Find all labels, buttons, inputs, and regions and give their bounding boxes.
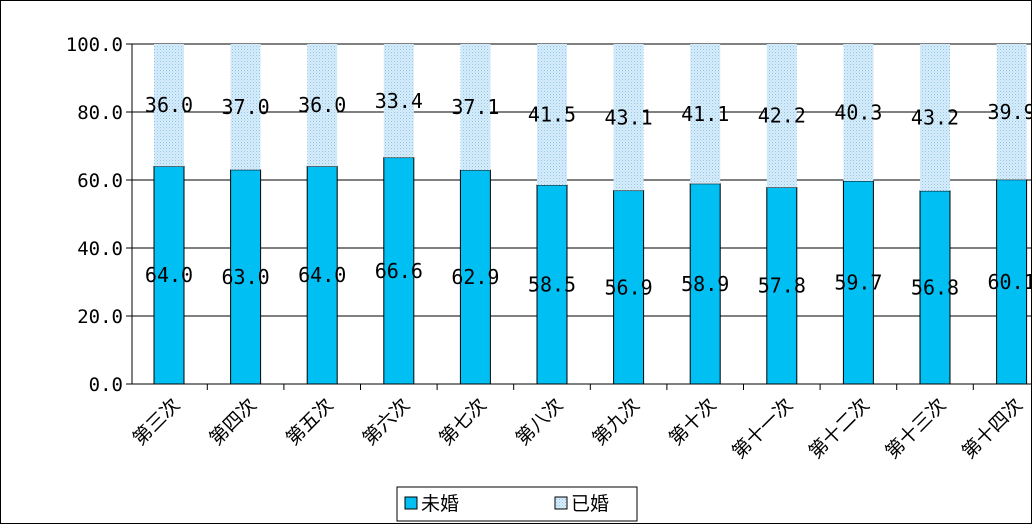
- data-label-unmarried: 59.7: [834, 271, 882, 295]
- category-label: 第八次: [512, 394, 568, 450]
- data-label-married: 42.2: [758, 104, 806, 128]
- bar-unmarried: [996, 179, 1028, 385]
- data-label-unmarried: 62.9: [451, 265, 499, 289]
- bar-married: [843, 44, 874, 182]
- data-label-unmarried: 63.0: [222, 265, 270, 289]
- bar-married: [307, 44, 338, 167]
- data-labels: 64.0 36.0 63.0 37.0 64.0 36.0 66.6 33.4 62.9 37.1…: [145, 89, 1032, 300]
- data-label-unmarried: 60.1: [988, 270, 1032, 294]
- category-label: 第五次: [282, 394, 338, 450]
- category-label: 第十一次: [728, 394, 797, 463]
- bar-married: [383, 44, 414, 158]
- y-tick-label: 80.0: [77, 102, 123, 124]
- bar-unmarried: [153, 165, 185, 385]
- data-label-unmarried: 64.0: [298, 263, 346, 287]
- gridlines: [132, 43, 1031, 317]
- bar-married: [230, 44, 261, 170]
- data-label-unmarried: 56.9: [605, 275, 653, 299]
- bar-unmarried: [383, 157, 415, 385]
- data-label-unmarried: 58.5: [528, 273, 576, 297]
- legend-label-unmarried: 未婚: [421, 493, 459, 515]
- bar-married: [154, 44, 184, 167]
- bar-unmarried: [842, 180, 874, 385]
- data-label-unmarried: 56.8: [911, 275, 959, 299]
- category-label: 第七次: [435, 394, 491, 450]
- category-label: 第十四次: [958, 394, 1027, 463]
- legend-swatch-unmarried: [404, 496, 418, 510]
- data-label-married: 40.3: [834, 101, 882, 125]
- bar-unmarried: [459, 169, 491, 385]
- category-label: 第十二次: [805, 394, 874, 463]
- data-label-married: 33.4: [375, 89, 423, 113]
- category-label: 第十三次: [881, 394, 950, 463]
- y-tick-label: 20.0: [77, 306, 123, 328]
- bar-married: [613, 44, 644, 191]
- bar-married: [766, 44, 797, 188]
- data-label-unmarried: 66.6: [375, 259, 423, 283]
- bar-married: [460, 44, 491, 171]
- legend-label-married: 已婚: [571, 493, 609, 515]
- data-label-married: 36.0: [298, 93, 346, 117]
- data-label-married: 37.1: [451, 95, 499, 119]
- data-label-married: 43.2: [911, 105, 959, 129]
- bars: [153, 44, 1028, 385]
- data-label-unmarried: 64.0: [145, 263, 193, 287]
- bar-unmarried: [613, 190, 645, 385]
- category-label: 第六次: [358, 394, 414, 450]
- bar-unmarried: [766, 186, 798, 385]
- data-label-unmarried: 58.9: [681, 272, 729, 296]
- y-tick-label: 60.0: [77, 170, 123, 192]
- category-label: 第九次: [588, 394, 644, 450]
- data-label-married: 41.1: [681, 102, 729, 126]
- data-label-married: 43.1: [605, 105, 653, 129]
- data-label-married: 41.5: [528, 103, 576, 127]
- y-tick-label: 100.0: [66, 34, 123, 56]
- legend-swatch-married: [554, 496, 568, 510]
- category-label: 第三次: [129, 394, 185, 450]
- legend: 未婚 已婚: [396, 486, 638, 522]
- data-label-married: 39.9: [988, 100, 1032, 124]
- category-label: 第十次: [665, 394, 721, 450]
- category-label: 第四次: [205, 394, 261, 450]
- bar-married: [996, 44, 1027, 180]
- bar-unmarried: [306, 165, 338, 385]
- y-tick-label: 0.0: [89, 374, 123, 396]
- data-label-married: 36.0: [145, 93, 193, 117]
- y-tick-label: 40.0: [77, 238, 123, 260]
- bar-unmarried: [919, 190, 951, 385]
- bar-married: [920, 44, 950, 191]
- bar-married: [690, 44, 721, 184]
- data-label-unmarried: 57.8: [758, 274, 806, 298]
- data-label-married: 37.0: [222, 95, 270, 119]
- bar-married: [537, 44, 567, 186]
